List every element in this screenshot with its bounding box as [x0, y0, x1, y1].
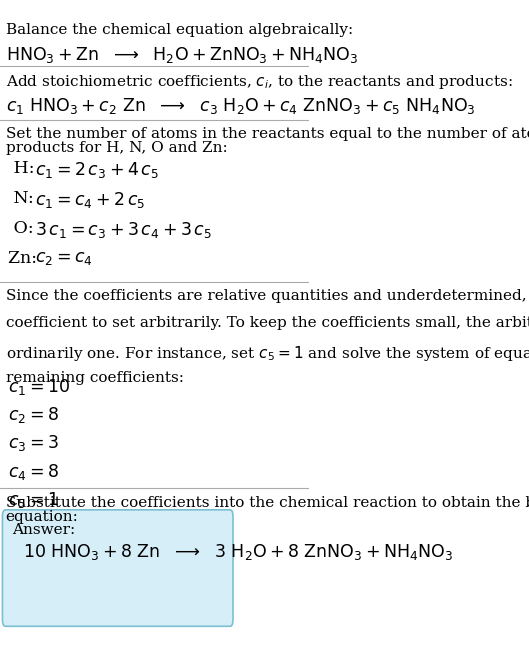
Text: $\mathrm{HNO_3 + Zn\ \ \longrightarrow\ \ H_2O + ZnNO_3 + NH_4NO_3}$: $\mathrm{HNO_3 + Zn\ \ \longrightarrow\ …	[6, 45, 358, 65]
Text: $c_1 = 10$: $c_1 = 10$	[8, 377, 70, 397]
Text: $c_1 = 2\,c_3 + 4\,c_5$: $c_1 = 2\,c_3 + 4\,c_5$	[35, 160, 160, 181]
Text: $c_2 = 8$: $c_2 = 8$	[8, 405, 59, 425]
Text: coefficient to set arbitrarily. To keep the coefficients small, the arbitrary va: coefficient to set arbitrarily. To keep …	[6, 316, 529, 331]
Text: H:: H:	[8, 160, 40, 177]
Text: $c_1\ \mathrm{HNO_3} + c_2\ \mathrm{Zn}\ \ \longrightarrow\ \ c_3\ \mathrm{H_2O}: $c_1\ \mathrm{HNO_3} + c_2\ \mathrm{Zn}\…	[6, 96, 475, 116]
Text: $c_4 = 8$: $c_4 = 8$	[8, 462, 59, 482]
Text: products for H, N, O and Zn:: products for H, N, O and Zn:	[6, 141, 227, 155]
Text: Zn:: Zn:	[8, 250, 42, 267]
Text: $3\,c_1 = c_3 + 3\,c_4 + 3\,c_5$: $3\,c_1 = c_3 + 3\,c_4 + 3\,c_5$	[35, 220, 213, 240]
FancyBboxPatch shape	[3, 510, 233, 626]
Text: O:: O:	[8, 220, 39, 237]
Text: Balance the chemical equation algebraically:: Balance the chemical equation algebraica…	[6, 23, 353, 37]
Text: Substitute the coefficients into the chemical reaction to obtain the balanced: Substitute the coefficients into the che…	[6, 496, 529, 510]
Text: $c_2 = c_4$: $c_2 = c_4$	[35, 250, 93, 267]
Text: equation:: equation:	[6, 510, 78, 525]
Text: $\mathrm{10\ HNO_3 + 8\ Zn\ \ \longrightarrow\ \ 3\ H_2O + 8\ ZnNO_3 + NH_4NO_3}: $\mathrm{10\ HNO_3 + 8\ Zn\ \ \longright…	[23, 542, 453, 562]
Text: Add stoichiometric coefficients, $c_i$, to the reactants and products:: Add stoichiometric coefficients, $c_i$, …	[6, 73, 512, 91]
Text: Since the coefficients are relative quantities and underdetermined, choose a: Since the coefficients are relative quan…	[6, 289, 529, 303]
Text: $c_1 = c_4 + 2\,c_5$: $c_1 = c_4 + 2\,c_5$	[35, 190, 145, 210]
Text: N:: N:	[8, 190, 39, 207]
Text: $c_5 = 1$: $c_5 = 1$	[8, 490, 58, 510]
Text: $c_3 = 3$: $c_3 = 3$	[8, 433, 59, 454]
Text: remaining coefficients:: remaining coefficients:	[6, 371, 184, 385]
Text: Answer:: Answer:	[12, 523, 75, 537]
Text: ordinarily one. For instance, set $c_5 = 1$ and solve the system of equations fo: ordinarily one. For instance, set $c_5 =…	[6, 344, 529, 362]
Text: Set the number of atoms in the reactants equal to the number of atoms in the: Set the number of atoms in the reactants…	[6, 127, 529, 141]
